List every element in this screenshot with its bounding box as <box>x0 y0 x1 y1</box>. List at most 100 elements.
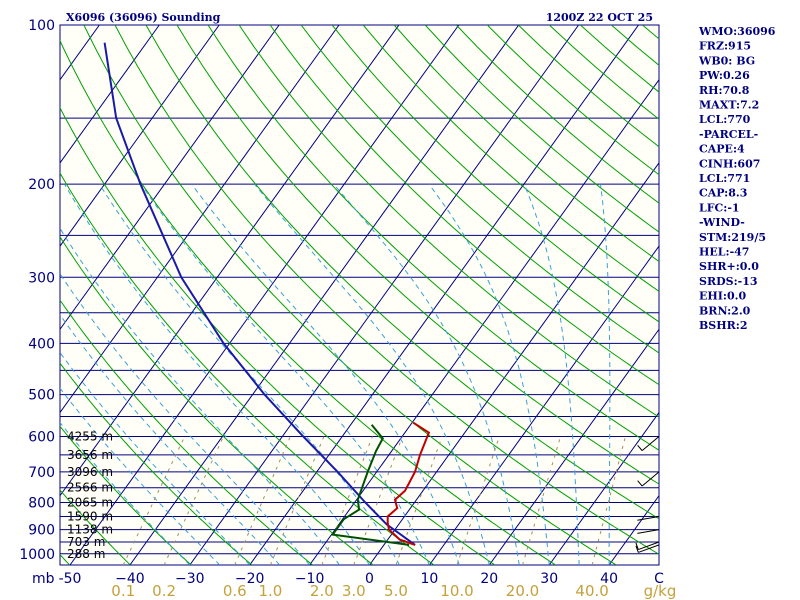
height-label: 703 m <box>67 535 105 549</box>
mixing-ratio-line <box>456 436 500 565</box>
temperature-tick-label: 0 <box>365 571 374 587</box>
pressure-tick-label: 500 <box>28 388 55 404</box>
height-label: 4255 m <box>67 429 113 443</box>
pressure-unit-label: mb <box>32 571 55 587</box>
dry-adiabat-line <box>238 25 659 418</box>
wind-barb <box>641 436 660 452</box>
moist-adiabat-line <box>600 184 611 565</box>
wind-barb-flag <box>635 545 639 553</box>
dry-adiabat-line <box>60 362 253 565</box>
isotherm-line <box>60 25 400 497</box>
height-label: 1138 m <box>67 523 113 537</box>
sounding-index: CAP:8.3 <box>699 187 747 200</box>
wind-barb-flag <box>635 542 639 550</box>
isotherm-line <box>60 25 340 414</box>
isotherm-line <box>129 25 520 565</box>
moist-adiabat-line <box>60 272 310 565</box>
isotherm-line <box>309 78 659 565</box>
sounding-index: SRDS:-13 <box>699 275 758 288</box>
height-label: 3096 m <box>67 465 113 479</box>
isotherm-line <box>369 162 659 565</box>
mixing-ratio-tick-label: 20.0 <box>506 582 539 600</box>
sounding-index: RH:70.8 <box>699 84 750 97</box>
moist-adiabat-line <box>333 183 520 565</box>
valid-time: 1200Z 22 OCT 25 <box>546 11 653 24</box>
temperature-tick-label: 20 <box>480 571 498 587</box>
sounding-index: SHR+:0.0 <box>699 260 759 273</box>
temperature-tick-label: -50 <box>59 571 82 587</box>
temperature-tick-label: −40 <box>115 571 145 587</box>
sounding-index: EHI:0.0 <box>699 290 746 303</box>
isotherm-line <box>69 25 460 565</box>
dry-adiabat-line <box>0 25 9 565</box>
temperature-tick-label: 10 <box>420 571 438 587</box>
dry-adiabat-line <box>60 553 70 565</box>
pressure-tick-label: 200 <box>28 177 55 193</box>
wind-barbs <box>635 436 660 553</box>
sounding-profiles <box>103 42 431 546</box>
height-label: 2065 m <box>67 496 113 510</box>
pressure-tick-label: 600 <box>28 429 55 445</box>
isotherm-line <box>249 25 639 565</box>
pressure-tick-label: 400 <box>28 336 55 352</box>
moist-adiabat-line <box>60 351 251 565</box>
isotherm-line <box>0 25 40 565</box>
temperature-unit-label: C <box>654 571 664 587</box>
mixing-ratio-line <box>591 436 626 565</box>
isotherm-line <box>548 411 659 565</box>
dry-adiabat-line <box>331 25 659 323</box>
plot-area <box>59 24 660 566</box>
pressure-tick-label: 100 <box>28 18 55 34</box>
isotherm-line <box>488 328 659 565</box>
wind-barb <box>638 544 660 553</box>
dry-adiabat-line <box>60 236 374 565</box>
isotherm-line <box>60 25 220 247</box>
parcel-trace <box>103 42 416 546</box>
wind-barb <box>637 515 660 521</box>
moist-adiabat-line <box>140 183 430 565</box>
dry-adiabat-line <box>393 25 659 263</box>
mixing-ratio-line <box>395 436 443 565</box>
isotherm-line <box>60 25 280 331</box>
pressure-tick-label: 900 <box>28 523 55 539</box>
dry-adiabat-line <box>60 106 496 565</box>
moist-adiabat-line <box>254 183 490 565</box>
temperature-tick-label: 30 <box>540 571 558 587</box>
moist-adiabat-line <box>60 421 191 565</box>
dry-adiabat-line <box>145 25 659 520</box>
dry-adiabat-line <box>269 25 659 386</box>
height-label: 2566 m <box>67 481 113 495</box>
dry-adiabat-line <box>60 299 313 565</box>
moist-adiabat-line <box>428 183 550 565</box>
pressure-tick-label: 300 <box>28 270 55 286</box>
moist-adiabat-line <box>191 183 460 565</box>
wind-barb-flag <box>637 480 643 487</box>
dry-adiabat-line <box>114 25 659 555</box>
moist-adiabat-line <box>60 227 340 565</box>
pressure-tick-label: 700 <box>28 465 55 481</box>
wind-barb <box>641 471 660 487</box>
pressure-tick-label: 1000 <box>19 547 55 563</box>
mixing-ratio-tick-label: 0.2 <box>152 582 176 600</box>
sounding-index: BRN:2.0 <box>699 304 751 317</box>
temperature-tick-label: −20 <box>235 571 265 587</box>
moist-adiabat-line <box>60 387 221 565</box>
height-label: 3656 m <box>67 448 113 462</box>
mixing-ratio-tick-label: 2.0 <box>310 582 334 600</box>
mixing-ratio-tick-label: 0.1 <box>111 582 135 600</box>
sounding-index: FRZ:915 <box>699 40 751 53</box>
diagram-grid <box>0 25 659 565</box>
temperature-tick-label: −30 <box>175 571 205 587</box>
height-label: 288 m <box>67 547 105 561</box>
sounding-index: CAPE:4 <box>699 143 745 156</box>
sounding-index: LCL:770 <box>699 113 751 126</box>
mixing-ratio-tick-label: 40.0 <box>575 582 608 600</box>
sounding-index: CINH:607 <box>699 157 760 170</box>
sounding-index: STM:219/5 <box>699 231 766 244</box>
station-title: X6096 (36096) Sounding <box>66 11 221 24</box>
temperature-trace <box>386 421 431 546</box>
mixing-ratio-tick-label: 0.6 <box>223 582 247 600</box>
temperature-tick-label: −10 <box>295 571 325 587</box>
